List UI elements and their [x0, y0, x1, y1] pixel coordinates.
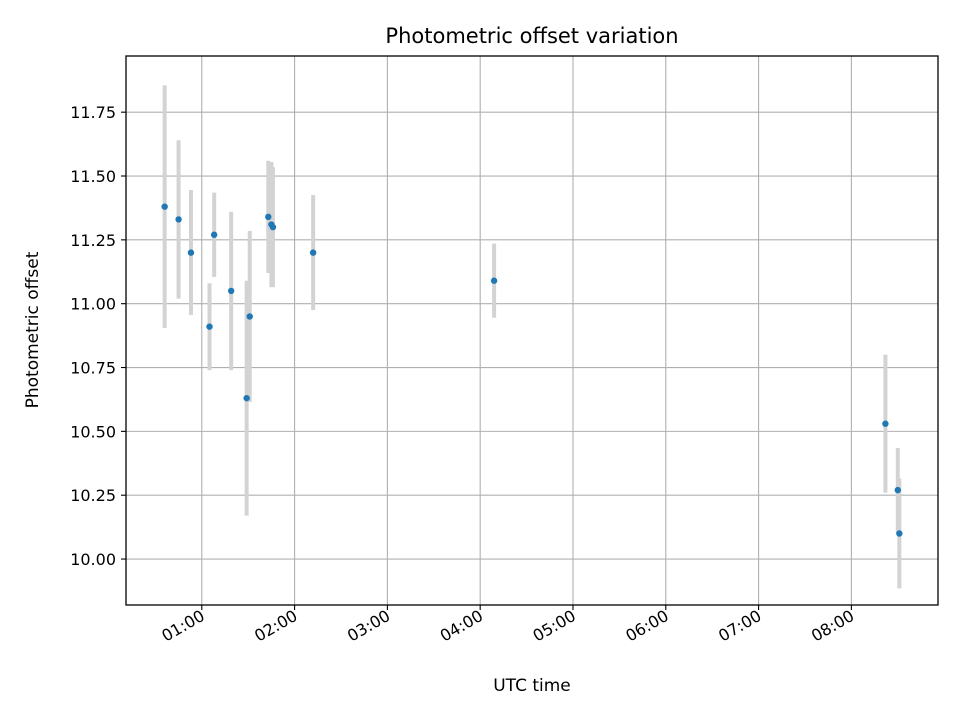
data-point — [206, 323, 213, 330]
data-point — [265, 213, 272, 221]
chart-title: Photometric offset variation — [385, 24, 678, 48]
plot-frame — [125, 55, 939, 606]
y-tick-label: 10.25 — [70, 486, 116, 505]
data-point — [175, 216, 182, 223]
data-point — [161, 203, 168, 210]
x-tick-label: 02:00 — [251, 606, 300, 646]
x-tick-label: 03:00 — [344, 606, 393, 646]
y-tick-label: 10.00 — [70, 550, 116, 569]
data-point — [210, 231, 218, 238]
y-tick-label: 11.50 — [70, 167, 116, 186]
y-tick-label: 11.75 — [70, 103, 116, 122]
data-points — [161, 203, 903, 537]
grid-lines — [126, 56, 938, 605]
y-tick-label: 10.75 — [70, 359, 116, 378]
x-tick-label: 07:00 — [715, 606, 764, 646]
x-tick-label: 04:00 — [437, 606, 486, 646]
y-tick-label: 11.00 — [70, 295, 116, 314]
x-tick-label: 08:00 — [808, 606, 857, 646]
data-point — [246, 313, 253, 320]
data-point — [882, 420, 889, 427]
x-tick-label: 06:00 — [622, 606, 671, 646]
data-point — [243, 394, 250, 402]
data-point — [894, 486, 901, 494]
y-tick-label: 10.50 — [70, 422, 116, 441]
data-point — [896, 530, 903, 537]
data-point — [309, 249, 317, 256]
y-axis-label: Photometric offset — [23, 251, 43, 408]
data-point — [227, 287, 235, 295]
y-tick-label: 11.25 — [70, 231, 116, 250]
x-axis-label: UTC time — [493, 676, 571, 696]
data-point — [269, 223, 277, 231]
x-tick-label: 05:00 — [530, 606, 579, 646]
error-bars — [162, 85, 902, 589]
x-axis-ticks: 01:00 02:00 03:00 04:00 05:00 06:00 07:00 08:00 — [158, 605, 857, 646]
x-tick-label: 01:00 — [158, 606, 207, 646]
y-axis-ticks: 10.00 10.25 10.50 10.75 11.00 11.25 11.50 11.75 — [70, 103, 126, 569]
data-point — [490, 277, 498, 284]
data-point — [187, 249, 195, 256]
